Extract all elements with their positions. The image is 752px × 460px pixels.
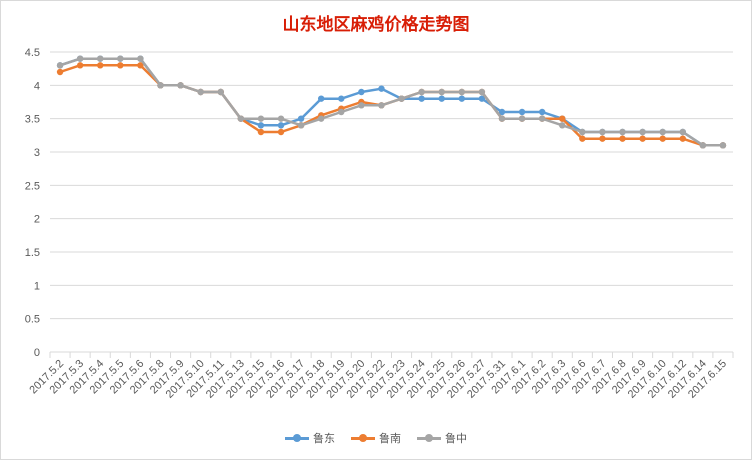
data-point [378, 102, 385, 109]
data-point [277, 115, 285, 122]
data-point [579, 135, 586, 142]
data-point [197, 88, 204, 96]
y-tick-label: 3.5 [25, 114, 40, 126]
data-point [358, 88, 365, 96]
data-point [157, 82, 164, 89]
data-point [559, 122, 566, 129]
data-point [137, 62, 144, 69]
data-point [56, 68, 64, 76]
legend-label: 鲁中 [445, 432, 467, 445]
data-point [659, 135, 666, 142]
data-point [719, 142, 727, 149]
data-point [257, 122, 265, 129]
data-point [579, 128, 586, 136]
data-point [518, 115, 526, 122]
legend-item: 鲁中 [417, 430, 467, 446]
data-point [679, 128, 686, 136]
data-point [217, 88, 224, 96]
legend-label: 鲁东 [313, 432, 335, 445]
data-point [559, 115, 566, 122]
y-tick-label: 3 [34, 147, 40, 159]
data-point [538, 108, 546, 116]
legend-item: 鲁东 [285, 430, 335, 446]
data-point [659, 128, 666, 136]
legend-swatch [417, 433, 441, 443]
data-point [699, 142, 707, 149]
y-tick-label: 0 [34, 347, 40, 359]
data-point [297, 122, 305, 129]
data-point [237, 115, 245, 122]
data-point [599, 128, 606, 136]
y-tick-label: 4 [34, 80, 40, 92]
data-point [177, 82, 184, 89]
y-tick-label: 2 [34, 214, 40, 226]
data-point [619, 135, 626, 142]
data-point [538, 115, 546, 122]
data-point [418, 88, 425, 96]
data-point [358, 102, 365, 109]
legend-swatch [285, 433, 309, 443]
legend: 鲁东 鲁南 鲁中 [0, 430, 752, 446]
chart-title: 山东地区麻鸡价格走势图 [282, 15, 470, 35]
data-point [619, 128, 626, 136]
data-point [277, 128, 285, 136]
y-tick-label: 1.5 [25, 247, 40, 259]
data-point [297, 115, 305, 122]
data-point [137, 55, 144, 62]
y-tick-label: 4.5 [25, 47, 40, 59]
data-point [418, 95, 425, 102]
data-point [97, 62, 104, 69]
data-point [257, 115, 265, 122]
legend-label: 鲁南 [379, 432, 401, 445]
data-point [277, 122, 285, 129]
data-point [478, 88, 486, 96]
data-point [478, 95, 486, 102]
data-point [317, 115, 325, 122]
data-point [117, 55, 124, 62]
data-point [498, 108, 506, 116]
data-point [317, 95, 325, 102]
data-point [97, 55, 104, 62]
y-tick-label: 2.5 [25, 180, 40, 192]
data-point [518, 108, 526, 116]
data-point [56, 62, 64, 69]
legend-item: 鲁南 [351, 430, 401, 446]
data-point [76, 62, 84, 69]
data-point [599, 135, 606, 142]
data-point [438, 88, 445, 96]
data-point [639, 135, 646, 142]
data-point [338, 95, 345, 102]
data-point [458, 88, 466, 96]
data-point [378, 85, 385, 92]
data-point [117, 62, 124, 69]
data-point [639, 128, 646, 136]
legend-swatch [351, 433, 375, 443]
data-point [338, 108, 345, 116]
y-tick-label: 1 [34, 280, 40, 292]
data-point [679, 135, 686, 142]
data-point [458, 95, 466, 102]
series-line-3 [59, 57, 723, 147]
data-point [438, 95, 445, 102]
data-point [398, 95, 405, 102]
data-point [498, 115, 506, 122]
data-point [257, 128, 265, 136]
y-tick-label: 0.5 [25, 314, 40, 326]
data-point [76, 55, 84, 62]
